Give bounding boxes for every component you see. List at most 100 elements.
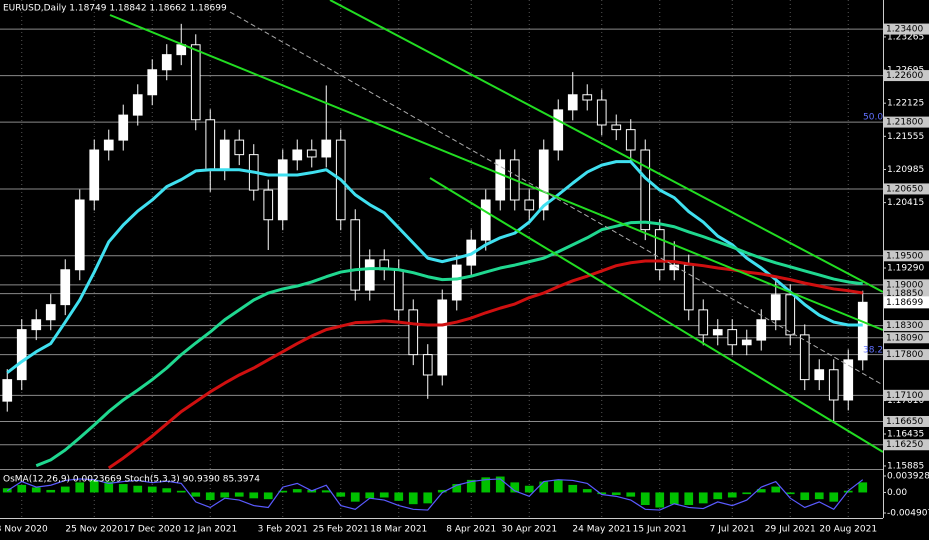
level-label: 1.23400 [886,25,923,35]
y-tick-label: 1.23265 [887,32,924,42]
level-label: 1.18090 [886,333,923,343]
x-tick-label: 25 Nov 2020 [65,525,123,535]
candle-body [364,259,375,291]
candle-body [712,329,723,336]
candle-body [89,149,100,201]
candle-body [828,369,839,401]
grid [0,0,883,518]
x-tick-label: 18 Mar 2021 [370,525,427,535]
osma-bar [771,486,781,493]
indicator-title: OsMA(12,26,9) 0.0023669 Stoch(5,3,3) 90.… [3,475,260,485]
x-tick-label: 3 Nov 2020 [0,525,48,535]
moving-average-line [6,160,863,374]
candle-body [480,199,491,241]
osma-bar [481,477,491,493]
osma-bar [510,482,520,493]
osma-bar [756,489,766,493]
osma-bar [785,492,795,495]
osma-bar [742,492,752,495]
candle-body [538,149,549,211]
y-tick-label: 1.21555 [887,132,924,142]
candle-body [147,69,158,96]
osma-bar [17,484,27,493]
candle-body [698,309,709,336]
candle-body [422,354,433,376]
x-tick-label: 25 Feb 2021 [313,525,369,535]
channel-line [429,177,884,453]
candle-body [74,199,85,271]
level-label-box [884,288,929,300]
fib-label: 38.2 [863,346,883,356]
candle-body [770,294,781,321]
x-tick-label: 7 Jul 2021 [710,525,755,535]
candle-body [756,319,767,341]
trend-channels [109,0,884,453]
y-tick-label: 1.20415 [887,198,924,208]
candle-body [277,159,288,221]
level-label: 1.22600 [886,71,923,81]
osma-bar [191,492,201,497]
moving-average-line [35,220,863,468]
x-tick-label: 20 Aug 2021 [819,525,877,535]
osma-bar [800,492,810,500]
y-tick-label: 1.19290 [887,264,924,274]
axis: 3 Nov 2020 25 Nov 2020 17 Dec 2020 12 Jan 2… [0,23,929,535]
candle-body [582,94,593,101]
level-label-box [884,415,929,427]
candle-body [857,301,868,361]
x-tick-label: 29 Jul 2021 [765,525,816,535]
candle-body [814,369,825,381]
candle-body [219,139,230,171]
level-label: 1.16250 [886,440,923,450]
x-tick-label: 15 Jun 2021 [633,525,687,535]
osma-bar [727,492,737,498]
level-label: 1.18300 [886,321,923,331]
osma-bar [394,492,404,501]
candle-body [205,119,216,171]
level-label-box [884,279,929,291]
candle-body [741,339,752,346]
osma-bar [698,492,708,504]
level-label-box [884,183,929,195]
candle-body [45,304,56,321]
candle-body [669,264,680,271]
osma-bar [321,490,331,493]
osma-bar [669,492,679,505]
level-label-box [884,320,929,332]
osma-bar [568,484,578,493]
candle-body [408,309,419,356]
candle-body [292,149,303,161]
x-tick-label: 8 Apr 2021 [446,525,496,535]
osma-bar [553,479,563,493]
level-label: 1.21800 [886,118,923,128]
osma-bar [597,492,607,495]
candle-body [118,114,129,141]
level-label-box [884,70,929,82]
osma-bar [655,492,665,508]
level-label-box [884,116,929,128]
osma-bar [452,484,462,493]
candle-body [321,139,332,158]
osma-bar [829,492,839,502]
candle-body [451,264,462,301]
candle-body [785,294,796,336]
candle-body [60,269,71,306]
osma-bar [162,488,172,493]
candle-body [495,159,506,201]
channel-line [329,0,884,293]
osma-bar [234,492,244,497]
osma-bar [408,492,418,505]
y-tick-label: 1.22125 [887,99,924,109]
chart-title: EURUSD,Daily 1.18749 1.18842 1.18662 1.1… [3,4,227,14]
candle-body [727,329,738,346]
osma-bar [118,484,128,493]
osma-bar [104,481,114,493]
osma-bar [147,486,157,493]
osma-bar [278,490,288,493]
x-tick-label: 30 Apr 2021 [501,525,557,535]
level-label-box [884,439,929,451]
candle-body [263,189,274,221]
y-tick-label: 0.00 [887,488,907,498]
osma-bar [350,492,360,502]
osma-bar [423,492,433,504]
